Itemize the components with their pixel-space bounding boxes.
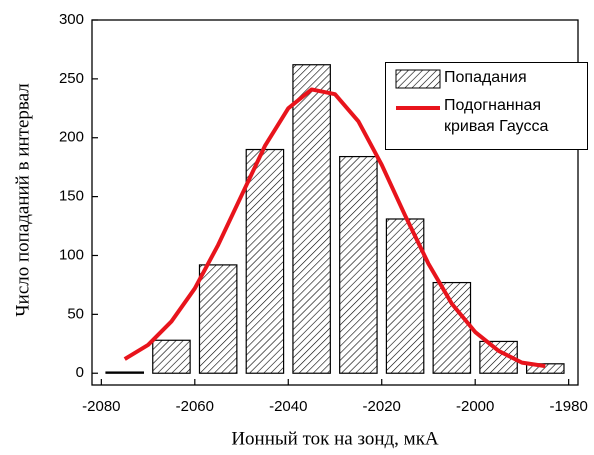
y-tick-label: 200 <box>59 129 84 146</box>
legend: Попадания Подогнанная кривая Гаусса <box>385 62 588 150</box>
x-tick-label: -1980 <box>549 398 587 415</box>
bar <box>245 148 285 374</box>
x-tick-label: -2040 <box>269 398 307 415</box>
x-tick-label: -2060 <box>176 398 214 415</box>
x-axis-label: Ионный ток на зонд, мкА <box>231 428 439 449</box>
y-tick-label: 250 <box>59 70 84 87</box>
bar <box>292 64 331 374</box>
x-tick-label: -2020 <box>363 398 401 415</box>
x-tick-label: -2000 <box>456 398 494 415</box>
y-tick-label: 50 <box>67 305 84 322</box>
bar <box>105 371 145 374</box>
legend-swatches <box>395 69 441 110</box>
y-tick-label: 0 <box>76 364 84 381</box>
bar <box>432 281 472 374</box>
fit-line <box>123 87 546 369</box>
y-tick-label: 300 <box>59 11 84 28</box>
bar <box>339 155 378 374</box>
y-tick-label: 150 <box>59 188 84 205</box>
legend-label: Подогнанная кривая Гаусса <box>444 97 549 135</box>
bar <box>525 363 565 374</box>
y-axis-label: Число попаданий в интервал <box>12 83 33 317</box>
legend-label: Попадания <box>444 69 527 86</box>
bar <box>152 339 191 374</box>
x-tick-label: -2080 <box>82 398 120 415</box>
legend-swatch <box>395 69 441 89</box>
y-tick-label: 100 <box>59 246 84 263</box>
plot-frame <box>91 19 579 386</box>
bar <box>198 264 238 374</box>
